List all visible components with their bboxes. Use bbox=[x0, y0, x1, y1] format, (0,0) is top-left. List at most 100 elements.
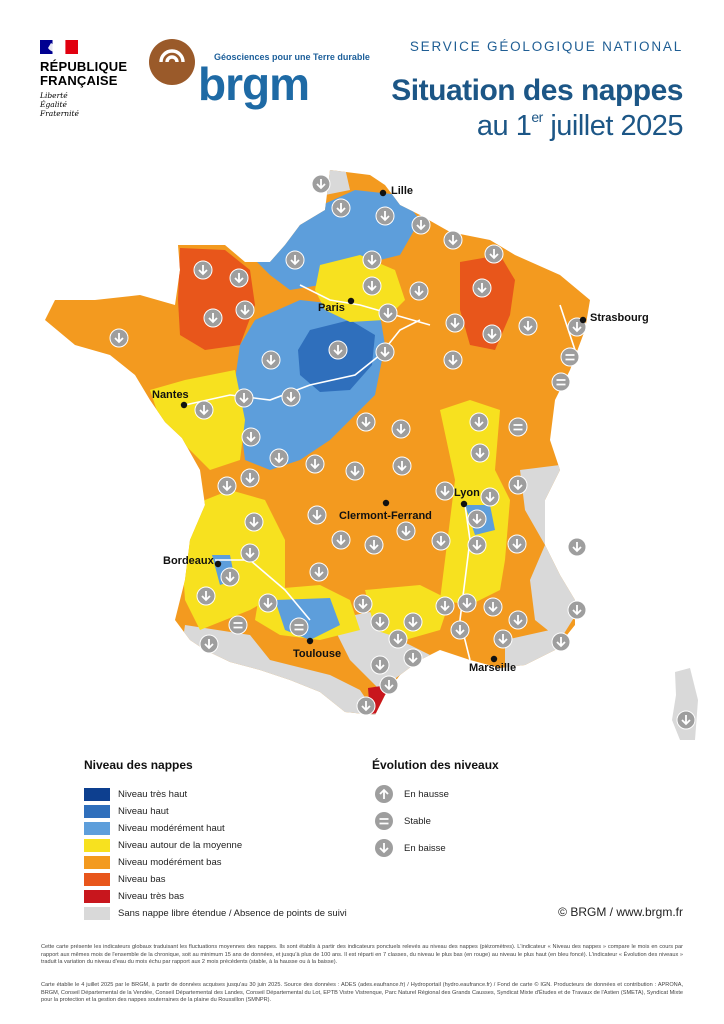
city-nantes: Nantes bbox=[152, 389, 189, 409]
trend-down-marker bbox=[375, 206, 395, 226]
city-label-toulouse: Toulouse bbox=[293, 648, 341, 660]
trend-down-marker bbox=[567, 537, 587, 557]
trend-down-marker bbox=[199, 634, 219, 654]
trend-down-marker bbox=[472, 278, 492, 298]
city-strasbourg: Strasbourg bbox=[579, 312, 649, 324]
trend-down-marker bbox=[392, 456, 412, 476]
trend-down-marker bbox=[244, 512, 264, 532]
trend-down-marker bbox=[229, 268, 249, 288]
trend-down-marker bbox=[551, 632, 571, 652]
trend-down-marker bbox=[567, 600, 587, 620]
city-lille: Lille bbox=[379, 185, 413, 197]
trend-down-marker bbox=[507, 534, 527, 554]
legend-row-tres-haut: Niveau très haut bbox=[84, 787, 187, 801]
trend-down-marker bbox=[457, 593, 477, 613]
trend-down-marker bbox=[311, 174, 331, 194]
city-marseille: Marseille bbox=[469, 655, 516, 674]
trend-down-marker bbox=[508, 610, 528, 630]
trend-down-marker bbox=[285, 250, 305, 270]
trend-stable-marker bbox=[508, 417, 528, 437]
trend-down-marker bbox=[194, 400, 214, 420]
trend-down-marker bbox=[370, 655, 390, 675]
swatch-tres-haut bbox=[84, 787, 110, 801]
legend-levels-title: Niveau des nappes bbox=[84, 758, 193, 772]
trend-down-marker bbox=[362, 250, 382, 270]
trend-down-marker bbox=[483, 597, 503, 617]
trend-stable-marker bbox=[560, 347, 580, 367]
brgm-logo-icon bbox=[149, 39, 195, 85]
trend-down-marker bbox=[331, 530, 351, 550]
city-clermont-ferrand: Clermont-Ferrand bbox=[339, 499, 432, 522]
trend-down-marker bbox=[467, 535, 487, 555]
trend-down-marker bbox=[370, 612, 390, 632]
trend-down-marker bbox=[309, 562, 329, 582]
page-title: Situation des nappes bbox=[391, 74, 683, 107]
trend-down-marker bbox=[353, 594, 373, 614]
legend-label: Niveau bas bbox=[118, 873, 166, 885]
trend-down-marker bbox=[356, 412, 376, 432]
trend-down-marker bbox=[362, 276, 382, 296]
region-grey-mediterranean bbox=[330, 612, 430, 690]
trend-down-marker bbox=[391, 419, 411, 439]
trend-down-marker bbox=[261, 350, 281, 370]
city-paris: Paris bbox=[318, 297, 355, 314]
trend-down-marker bbox=[193, 260, 213, 280]
arrow-down-icon bbox=[375, 839, 393, 857]
trend-down-marker bbox=[241, 427, 261, 447]
legend-row-bas: Niveau bas bbox=[84, 872, 166, 886]
legend-label: Niveau autour de la moyenne bbox=[118, 839, 243, 851]
trend-down-marker bbox=[196, 586, 216, 606]
date-suffix: juillet 2025 bbox=[542, 110, 683, 142]
trend-down-marker bbox=[378, 303, 398, 323]
trend-down-marker bbox=[240, 543, 260, 563]
copyright-link[interactable]: © BRGM / www.brgm.fr bbox=[558, 905, 683, 919]
republique-francaise-title: RÉPUBLIQUE FRANÇAISE bbox=[40, 59, 128, 88]
trend-down-marker bbox=[203, 308, 223, 328]
legend-label: Niveau modérément haut bbox=[118, 822, 225, 834]
trend-down-marker bbox=[445, 313, 465, 333]
trend-down-marker bbox=[281, 387, 301, 407]
motto-fraternite: Fraternité bbox=[40, 109, 79, 118]
trend-down-marker bbox=[435, 596, 455, 616]
motto-liberte: Liberté bbox=[40, 91, 68, 100]
legend-row-stable: Stable bbox=[374, 810, 431, 832]
legend-label: Sans nappe libre étendue / Absence de po… bbox=[118, 907, 347, 919]
trend-down-marker bbox=[467, 509, 487, 529]
region-grey-pyrenees bbox=[180, 625, 380, 715]
trend-down-marker bbox=[220, 567, 240, 587]
motto-egalite: Égalité bbox=[40, 100, 67, 109]
legend-row-modere-bas: Niveau modérément bas bbox=[84, 855, 222, 869]
region-bas-champagne bbox=[460, 255, 515, 350]
legend-row-tres-bas: Niveau très bas bbox=[84, 889, 184, 903]
legend-label: Stable bbox=[404, 815, 431, 827]
republic-motto: Liberté Égalité Fraternité bbox=[40, 91, 79, 118]
city-toulouse: Toulouse bbox=[293, 637, 341, 660]
legend-label: Niveau haut bbox=[118, 805, 169, 817]
trend-down-marker bbox=[435, 481, 455, 501]
trend-down-marker bbox=[305, 454, 325, 474]
trend-down-marker bbox=[258, 593, 278, 613]
trend-down-marker bbox=[356, 696, 376, 716]
trend-down-marker bbox=[328, 340, 348, 360]
swatch-haut bbox=[84, 804, 110, 818]
trend-stable-marker bbox=[289, 617, 309, 637]
swatch-sans-nappe bbox=[84, 906, 110, 920]
city-label-nantes: Nantes bbox=[152, 389, 189, 401]
legend-label: En hausse bbox=[404, 788, 449, 800]
trend-down-marker bbox=[508, 475, 528, 495]
legend-row-baisse: En baisse bbox=[374, 837, 446, 859]
city-label-lyon: Lyon bbox=[454, 487, 480, 499]
trend-down-marker bbox=[364, 535, 384, 555]
trend-down-marker bbox=[403, 612, 423, 632]
trend-down-marker bbox=[269, 448, 289, 468]
date-superscript: er bbox=[531, 109, 543, 125]
city-label-bordeaux: Bordeaux bbox=[163, 555, 215, 567]
trend-down-marker bbox=[307, 505, 327, 525]
trend-down-marker bbox=[484, 244, 504, 264]
trend-down-marker bbox=[482, 324, 502, 344]
footer-explanation: Cette carte présente les indicateurs glo… bbox=[41, 944, 683, 965]
trend-down-marker bbox=[234, 388, 254, 408]
trend-down-marker bbox=[388, 629, 408, 649]
trend-down-marker bbox=[403, 648, 423, 668]
trend-down-marker bbox=[443, 350, 463, 370]
